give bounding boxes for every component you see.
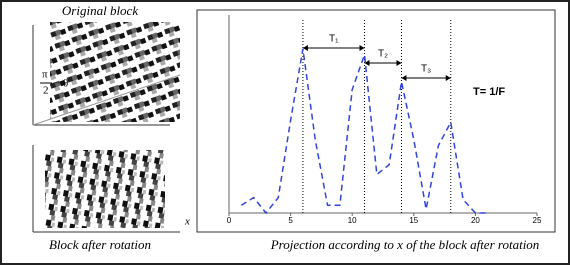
original-label: Original block (62, 3, 138, 18)
period-label: T₂ (378, 49, 388, 60)
x-tick-label: 0 (227, 216, 232, 225)
figure: Original block π 2 − θ x Block after rot… (0, 0, 570, 265)
x-tick-label: 10 (348, 216, 357, 225)
x-label: Projection according to x of the block a… (270, 237, 540, 252)
period-label: T₃ (421, 64, 431, 75)
rotated-label: Block after rotation (49, 237, 151, 252)
x-tick-label: 15 (409, 216, 418, 225)
period-label: T₁ (329, 34, 339, 45)
angle: − θ (54, 78, 68, 90)
x-tick-label: 5 (288, 216, 293, 225)
x-tick-label: 20 (471, 216, 480, 225)
formula: T= 1/F (473, 86, 505, 98)
x-tick-label: 25 (533, 216, 542, 225)
axis-label: x (184, 216, 190, 228)
original-block (50, 22, 180, 122)
angle: 2 (43, 85, 49, 97)
rotated-block (45, 150, 165, 228)
angle: π (42, 69, 48, 81)
